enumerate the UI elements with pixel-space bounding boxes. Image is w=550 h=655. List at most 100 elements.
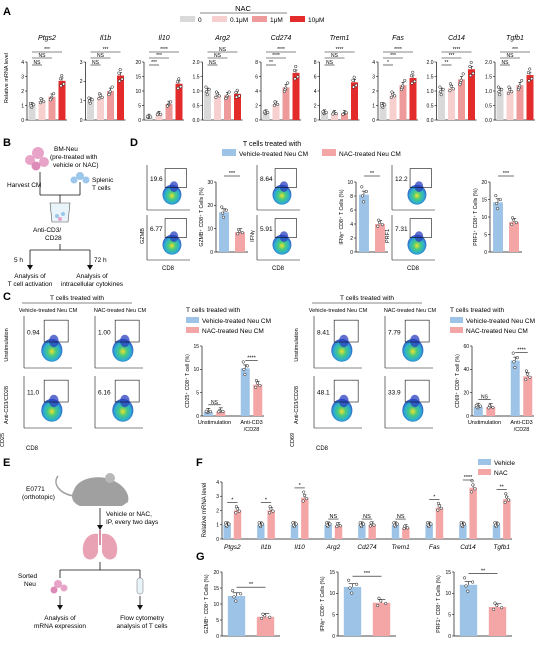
panel-d-flow-0-bottom-gate bbox=[164, 218, 187, 238]
panel-a-Il1b-point bbox=[110, 85, 114, 89]
panel-a-Cd14-bar bbox=[458, 79, 465, 120]
panel-a-charts: Ptgs201234***NSNSIl1b0123***NSNSIl100510… bbox=[21, 35, 535, 124]
anti-label-2: CD28 bbox=[45, 235, 62, 242]
panel-g-bar-1-point bbox=[355, 582, 359, 586]
panel-a-Il1b-point bbox=[87, 99, 92, 103]
panel-a-Trem1-bar bbox=[331, 113, 338, 120]
panel-c-bar-right-ytick-label: 40 bbox=[463, 367, 469, 373]
panel-g-bar-0-point bbox=[260, 616, 264, 620]
panel-c-left-row-anti: Anti-CD3/CD28 bbox=[4, 386, 10, 424]
panel-a-Il10-point bbox=[177, 77, 181, 81]
panel-a-Il10-sig: **** bbox=[160, 47, 168, 53]
panel-d-flow-1-bottom-gate-value: 5.91 bbox=[260, 226, 273, 233]
panel-f-point bbox=[496, 522, 500, 526]
panel-f-point bbox=[368, 524, 373, 528]
panel-a-Tgfb1-ytick-label: 2.0 bbox=[485, 60, 492, 66]
panel-c-bar-right-point bbox=[478, 404, 482, 408]
panel-c-bar-left-point bbox=[243, 372, 247, 376]
panel-c-bar-left-ytick-label: 10 bbox=[193, 367, 199, 373]
panel-f-point bbox=[439, 506, 443, 510]
panel-c-bar-left-ytick-label: 5 bbox=[196, 390, 199, 396]
panel-a-Il10-point bbox=[176, 86, 180, 90]
panel-d-flow-1-bottom-gate bbox=[274, 218, 297, 238]
panel-a-Il1b-bar bbox=[87, 100, 94, 120]
panel-f-gene-label: Fas bbox=[429, 544, 441, 551]
panel-d-bar-1-ytick-label: 8 bbox=[350, 194, 353, 200]
panel-d-bar-2-ytick-label: 10 bbox=[481, 215, 487, 221]
panel-d-bar-2-point bbox=[511, 216, 515, 220]
panel-d-bar-1-sig: ** bbox=[370, 171, 375, 177]
panel-c-bar-left-legend-vehicle: Vehicle-treated Neu CM bbox=[202, 318, 271, 325]
panel-f-point bbox=[403, 524, 407, 528]
panel-c-right-flow-1-density-tail bbox=[410, 334, 420, 348]
panel-d-flow-xlabel: CD8 bbox=[407, 266, 420, 272]
panel-a-Trem1-point bbox=[324, 110, 328, 114]
panel-a-Tgfb1-point bbox=[528, 67, 532, 71]
panel-a-Il10-point bbox=[165, 104, 169, 108]
panel-a-Ptgs2-point bbox=[39, 97, 43, 101]
panel-f-point bbox=[257, 521, 261, 525]
panel-a-Fas-bar bbox=[389, 95, 397, 120]
panel-a-Fas-sig: * bbox=[387, 60, 389, 66]
panel-a-Trem1-ytick-label: 2 bbox=[314, 103, 317, 109]
panel-a-gene-title: Cd14 bbox=[448, 35, 465, 42]
panel-a-Il10-sig: *** bbox=[151, 60, 157, 66]
panel-f-point bbox=[291, 521, 295, 525]
panel-a-Ptgs2-ytick-label: 2 bbox=[21, 89, 24, 95]
panel-a-Cd14-point bbox=[468, 64, 472, 69]
panel-a-Tgfb1-ytick-label: 0.5 bbox=[485, 103, 492, 109]
panel-a-Il1b-point bbox=[97, 97, 101, 101]
panel-c-left-flow-0-gate bbox=[43, 319, 69, 343]
panel-a-Cd274-point bbox=[273, 100, 277, 104]
panel-d-bar-2-point bbox=[510, 222, 514, 226]
panel-c-left-header: T cells treated with bbox=[50, 295, 104, 302]
panel-f-point bbox=[302, 493, 307, 497]
panel-a-Cd14-point bbox=[448, 82, 453, 86]
panel-d-flow-ylabel: GZMB bbox=[140, 228, 146, 244]
panel-d-legend-vehicle: Vehicle-treated Neu CM bbox=[239, 151, 308, 158]
panel-a-Tgfb1-point bbox=[506, 91, 510, 95]
panel-a-Arg2-point bbox=[234, 90, 238, 95]
panel-f-legend-vehicle-swatch bbox=[478, 459, 491, 465]
panel-a-Il1b-ytick-label: 3 bbox=[80, 60, 83, 66]
panel-c-left-col-nac: NAC-treated Neu CM bbox=[94, 308, 147, 314]
legend-swatch-01 bbox=[212, 16, 227, 22]
panel-c-bar-right-legend-vehicle: Vehicle-treated Neu CM bbox=[466, 318, 535, 325]
panel-f-point bbox=[473, 487, 477, 491]
panel-f-gene-label: Tgfb1 bbox=[493, 544, 510, 551]
panel-a-Il1b-point bbox=[120, 77, 124, 81]
panel-f-point bbox=[294, 522, 298, 526]
panel-g-bar-1-bar bbox=[372, 602, 391, 636]
panel-a-Cd274-bar bbox=[272, 104, 280, 120]
panel-a-Il1b-point bbox=[107, 93, 111, 97]
panel-g-ylabel: IFNγ⁺ CD8⁺ T Cells (%) bbox=[320, 576, 326, 631]
panel-a-Arg2-bar bbox=[224, 95, 231, 120]
panel-a-Trem1-sig: NS bbox=[331, 53, 339, 59]
panel-d-legend-nac: NAC-treated Neu CM bbox=[339, 151, 401, 158]
panel-a-Arg2-ytick-label: 0.0 bbox=[193, 118, 200, 124]
panel-c-left-xlabel: CD8 bbox=[26, 446, 39, 452]
panel-d-bar-ylabel: IFNγ⁺ CD8⁺ T Cells (%) bbox=[339, 189, 345, 244]
panel-a-Fas-point bbox=[390, 90, 394, 94]
panel-c-left-flow-1-gate bbox=[114, 319, 140, 343]
panel-a-Arg2-point bbox=[207, 87, 211, 91]
panel-c-right-col-vehicle: Vehicle-treated Neu CM bbox=[309, 308, 368, 314]
panel-f-point bbox=[223, 521, 228, 525]
panel-a-Il1b-ytick-label: 2 bbox=[80, 79, 83, 85]
panel-a-Trem1-bar bbox=[351, 82, 358, 120]
panel-a-Trem1-point bbox=[351, 85, 356, 89]
panel-a-Ptgs2-ytick-label: 4 bbox=[21, 60, 24, 66]
panel-c-bar-left-point bbox=[245, 364, 249, 368]
panel-f-ytick-label: 2 bbox=[216, 508, 219, 514]
panel-c-bar-right-sig: NS bbox=[481, 395, 489, 401]
panel-f-bar bbox=[492, 524, 501, 539]
panel-f-point bbox=[234, 511, 238, 515]
panel-c-bar-right-point bbox=[525, 372, 529, 376]
panel-d-bar-2-ytick-label: 0 bbox=[484, 250, 487, 256]
panel-d-flow-2-bottom-gate bbox=[409, 218, 432, 238]
panel-g-bar-1-point bbox=[347, 578, 351, 582]
panel-label-b: B bbox=[3, 137, 11, 149]
mrna-label-1: Analysis of bbox=[44, 615, 76, 622]
panel-a-Il1b-ytick-label: 1 bbox=[80, 98, 83, 104]
panel-f-ytick-label: 3 bbox=[216, 494, 219, 500]
